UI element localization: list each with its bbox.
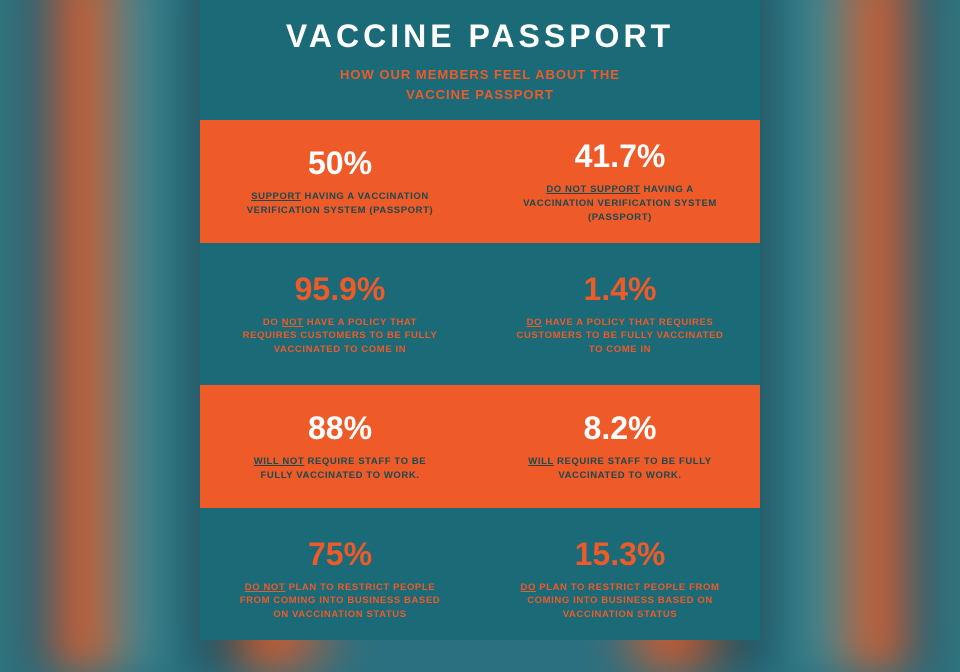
stat-pct: 88%	[308, 410, 372, 447]
stat-desc: DO HAVE A POLICY THAT REQUIRES CUSTOMERS…	[516, 316, 724, 357]
stat-text: PLAN TO RESTRICT PEOPLE FROM COMING INTO…	[527, 582, 719, 621]
stat-cell-support-no: 41.7% DO NOT SUPPORT HAVING A VACCINATIO…	[480, 120, 760, 243]
stat-text: HAVE A POLICY THAT REQUIRES CUSTOMERS TO…	[517, 317, 724, 356]
stat-pct: 95.9%	[295, 271, 386, 308]
stat-cell-staff-no: 88% WILL NOT REQUIRE STAFF TO BE FULLY V…	[200, 385, 480, 508]
stat-pct: 8.2%	[584, 410, 657, 447]
subtitle: HOW OUR MEMBERS FEEL ABOUT THE VACCINE P…	[230, 65, 730, 104]
stat-cell-policy-yes: 1.4% DO HAVE A POLICY THAT REQUIRES CUST…	[480, 253, 760, 376]
stat-pct: 75%	[308, 536, 372, 573]
stat-row-restrict: 75% DO NOT PLAN TO RESTRICT PEOPLE FROM …	[200, 518, 760, 641]
stat-row-staff: 88% WILL NOT REQUIRE STAFF TO BE FULLY V…	[200, 385, 760, 508]
stat-pct: 50%	[308, 145, 372, 182]
stat-desc: DO NOT SUPPORT HAVING A VACCINATION VERI…	[516, 183, 724, 224]
stat-emphasis: WILL	[528, 456, 553, 467]
stat-cell-support-yes: 50% SUPPORT HAVING A VACCINATION VERIFIC…	[200, 120, 480, 243]
stat-desc: WILL NOT REQUIRE STAFF TO BE FULLY VACCI…	[236, 455, 444, 483]
row-gap	[200, 508, 760, 518]
stat-cell-policy-no: 95.9% DO NOT HAVE A POLICY THAT REQUIRES…	[200, 253, 480, 376]
stat-desc: SUPPORT HAVING A VACCINATION VERIFICATIO…	[236, 190, 444, 218]
stat-pre: DO	[263, 317, 282, 328]
stat-emphasis: DO NOT	[245, 582, 286, 593]
row-gap	[200, 375, 760, 385]
stat-emphasis: DO	[521, 582, 536, 593]
subtitle-line-1: HOW OUR MEMBERS FEEL ABOUT THE	[340, 67, 620, 82]
stat-row-policy: 95.9% DO NOT HAVE A POLICY THAT REQUIRES…	[200, 253, 760, 376]
stat-pct: 15.3%	[575, 536, 666, 573]
stat-desc: DO NOT PLAN TO RESTRICT PEOPLE FROM COMI…	[236, 581, 444, 622]
stat-cell-restrict-no: 75% DO NOT PLAN TO RESTRICT PEOPLE FROM …	[200, 518, 480, 641]
main-title: VACCINE PASSPORT	[230, 18, 730, 55]
stat-text: REQUIRE STAFF TO BE FULLY VACCINATED TO …	[554, 456, 712, 481]
header: VACCINE PASSPORT HOW OUR MEMBERS FEEL AB…	[200, 0, 760, 120]
stat-pct: 1.4%	[584, 271, 657, 308]
subtitle-line-2: VACCINE PASSPORT	[406, 87, 554, 102]
stat-desc: DO NOT HAVE A POLICY THAT REQUIRES CUSTO…	[236, 316, 444, 357]
stat-emphasis: WILL NOT	[254, 456, 305, 467]
stat-emphasis: NOT	[282, 317, 304, 328]
stat-row-support: 50% SUPPORT HAVING A VACCINATION VERIFIC…	[200, 120, 760, 243]
stat-emphasis: DO NOT SUPPORT	[546, 184, 640, 195]
stat-desc: WILL REQUIRE STAFF TO BE FULLY VACCINATE…	[516, 455, 724, 483]
stat-desc: DO PLAN TO RESTRICT PEOPLE FROM COMING I…	[516, 581, 724, 622]
stat-emphasis: DO	[527, 317, 542, 328]
stat-cell-restrict-yes: 15.3% DO PLAN TO RESTRICT PEOPLE FROM CO…	[480, 518, 760, 641]
row-gap	[200, 243, 760, 253]
stat-pct: 41.7%	[575, 138, 666, 175]
stat-cell-staff-yes: 8.2% WILL REQUIRE STAFF TO BE FULLY VACC…	[480, 385, 760, 508]
infographic-card: VACCINE PASSPORT HOW OUR MEMBERS FEEL AB…	[200, 0, 760, 640]
stat-emphasis: SUPPORT	[251, 191, 301, 202]
